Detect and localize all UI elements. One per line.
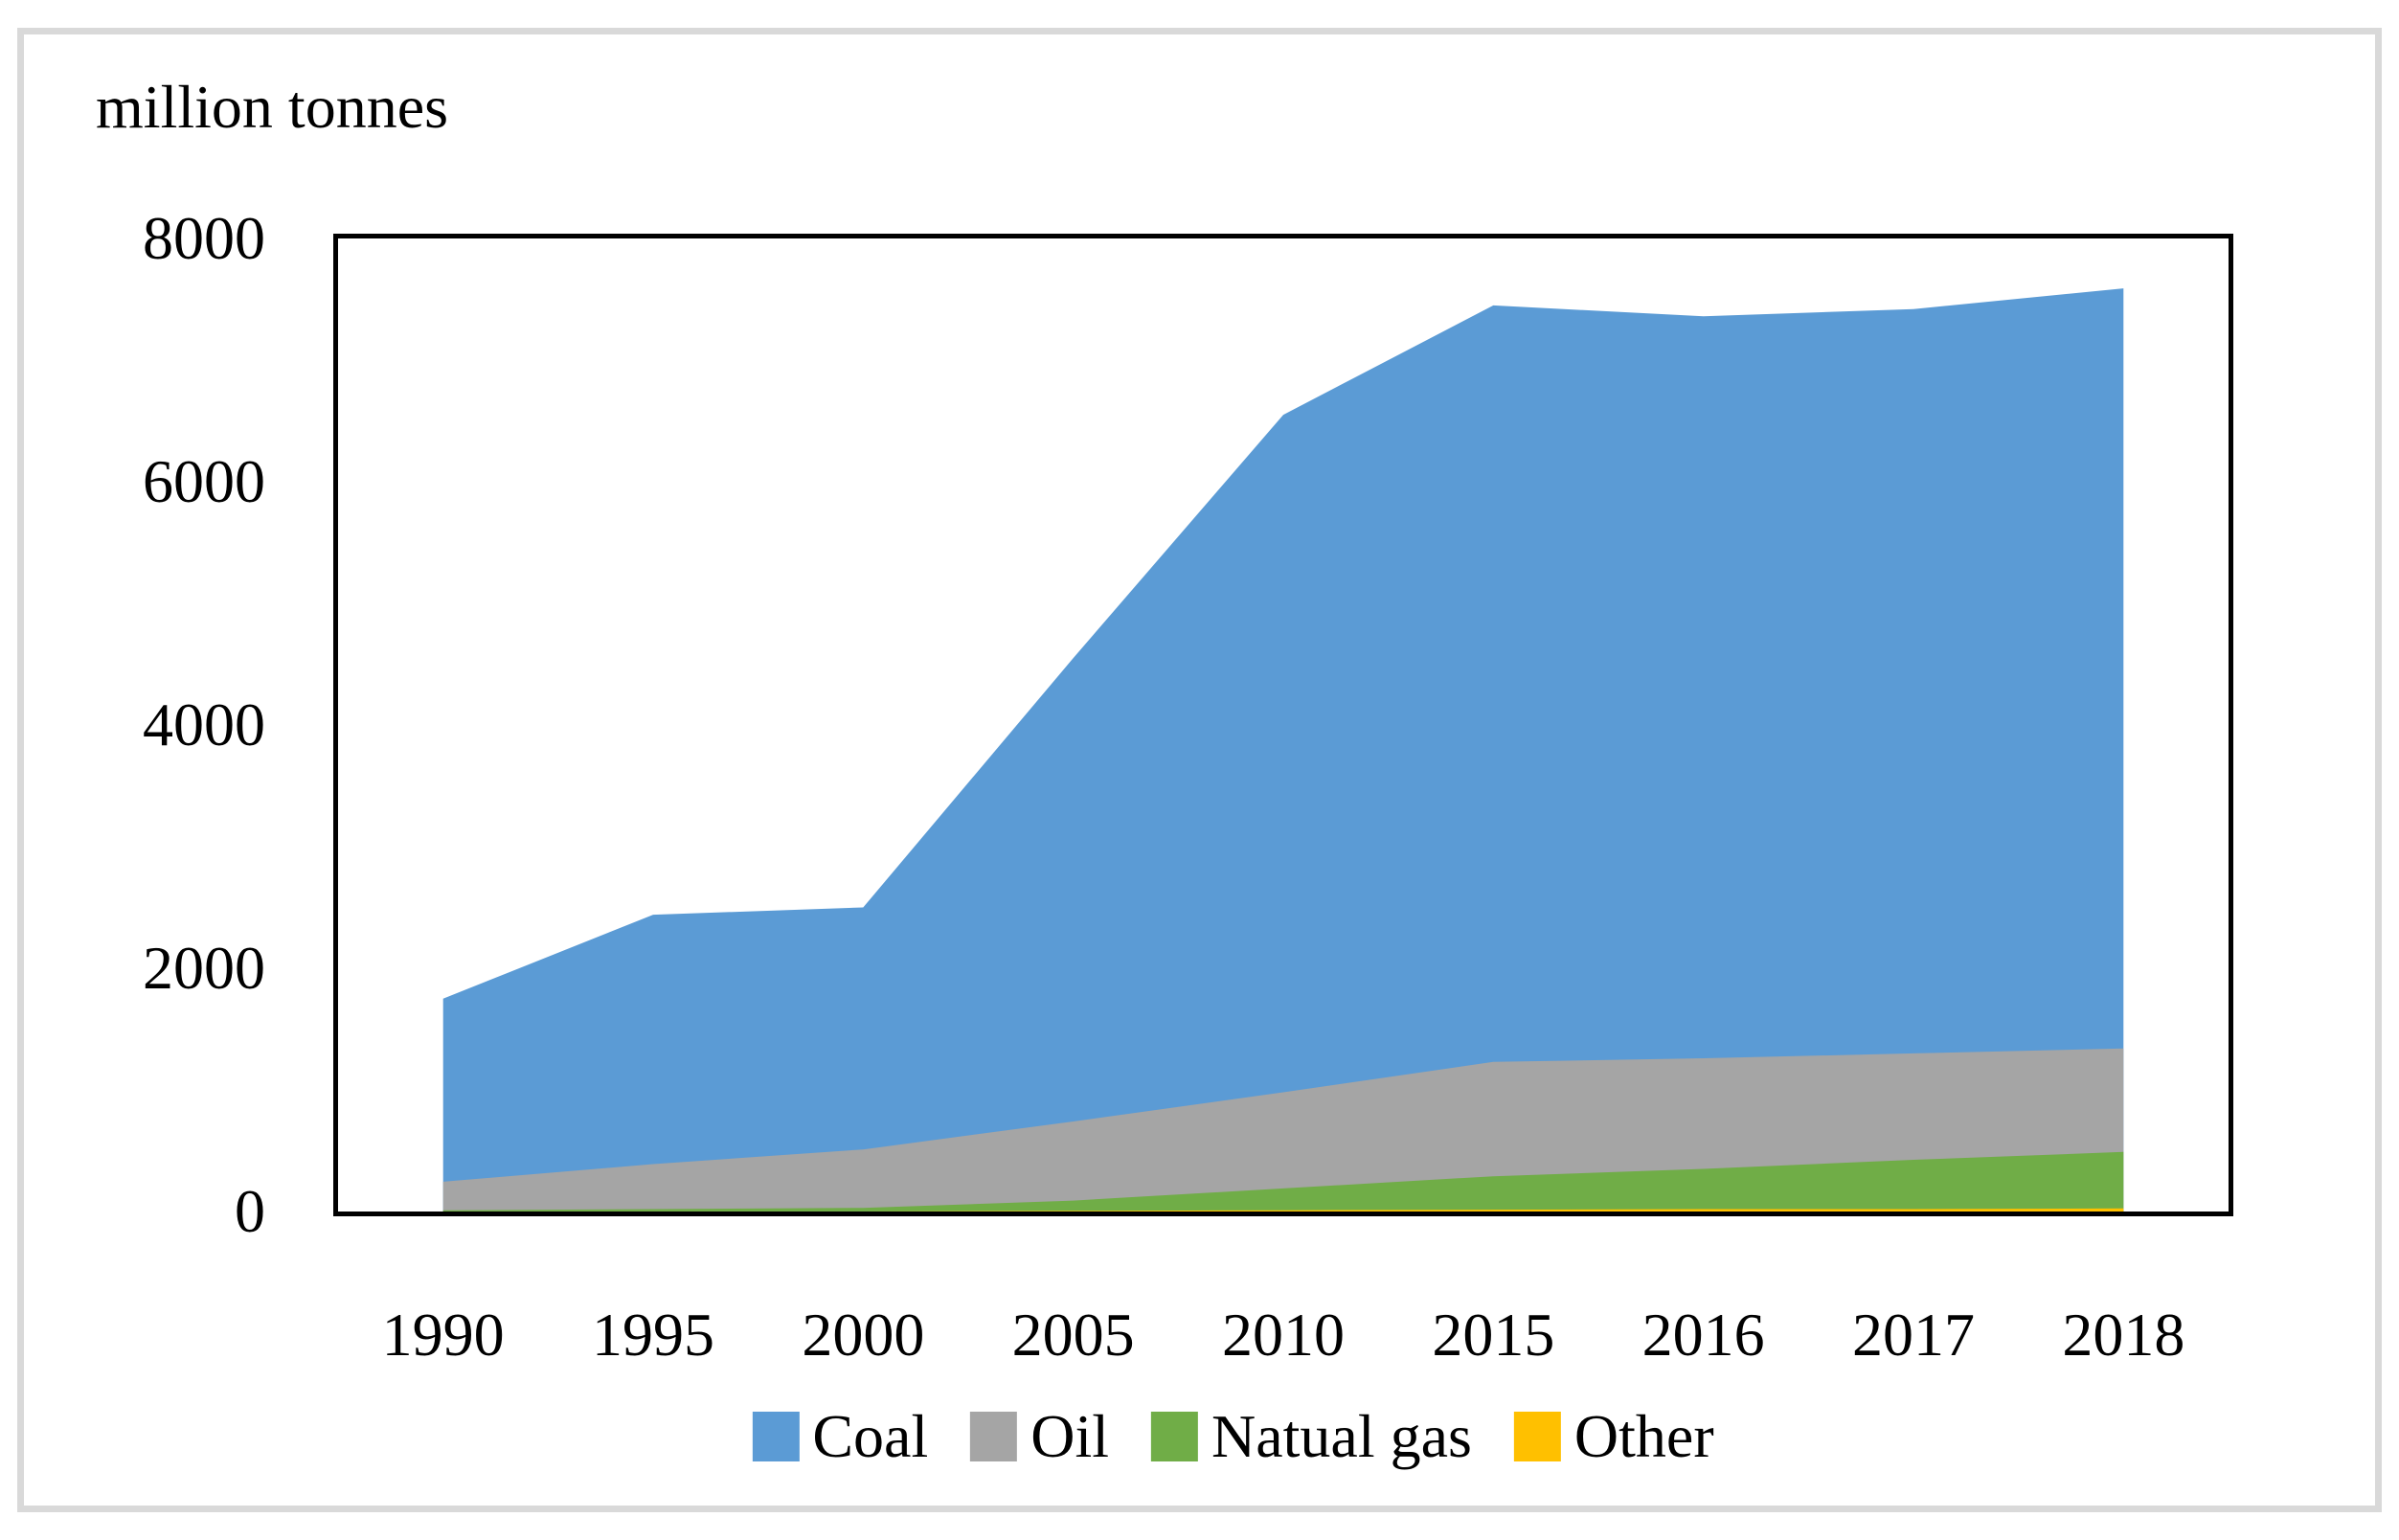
y-tick-label: 6000 bbox=[143, 447, 265, 515]
plot-area bbox=[333, 234, 2233, 1216]
x-tick-label: 1995 bbox=[592, 1301, 714, 1369]
legend-label: Natual gas bbox=[1211, 1402, 1472, 1470]
legend-item-oil: Oil bbox=[970, 1406, 1109, 1467]
chart-title: million tonnes bbox=[96, 73, 448, 141]
area-series-other bbox=[442, 1208, 2124, 1212]
x-tick-label: 2015 bbox=[1432, 1301, 1555, 1369]
x-tick-label: 2005 bbox=[1011, 1301, 1135, 1369]
y-tick-label: 0 bbox=[235, 1177, 265, 1245]
x-tick-label: 2010 bbox=[1222, 1301, 1345, 1369]
legend-swatch-icon bbox=[1513, 1412, 1561, 1461]
legend-item-other: Other bbox=[1513, 1402, 1714, 1470]
legend-item-coal: Coal bbox=[752, 1406, 928, 1467]
legend-swatch-icon bbox=[970, 1412, 1018, 1461]
legend-label: Oil bbox=[1030, 1402, 1110, 1470]
y-tick-label: 2000 bbox=[143, 934, 265, 1002]
y-tick-label: 8000 bbox=[143, 204, 265, 272]
y-tick-label: 4000 bbox=[143, 691, 265, 759]
legend: Coal Oil Natual gas Other bbox=[752, 1402, 1714, 1470]
x-tick-label: 2000 bbox=[802, 1301, 925, 1369]
x-tick-label: 2016 bbox=[1641, 1301, 1765, 1369]
area-series-natual-gas bbox=[442, 1151, 2124, 1212]
figure-frame bbox=[17, 28, 2382, 1512]
x-tick-label: 2018 bbox=[2062, 1301, 2185, 1369]
legend-swatch-icon bbox=[1151, 1412, 1199, 1461]
legend-swatch-icon bbox=[752, 1412, 800, 1461]
area-series-coal bbox=[442, 288, 2124, 1212]
legend-item-natual-gas: Natual gas bbox=[1151, 1406, 1472, 1467]
legend-label: Other bbox=[1573, 1402, 1714, 1470]
x-tick-label: 1990 bbox=[381, 1301, 505, 1369]
legend-label: Coal bbox=[812, 1402, 929, 1470]
x-tick-label: 2017 bbox=[1852, 1301, 1975, 1369]
